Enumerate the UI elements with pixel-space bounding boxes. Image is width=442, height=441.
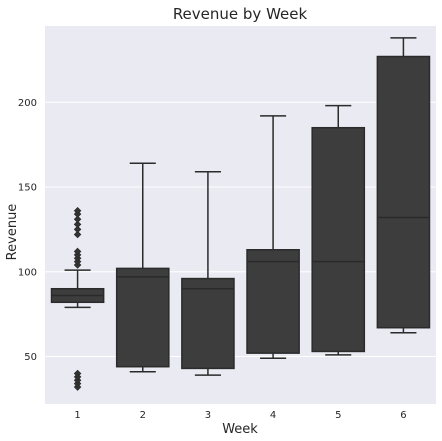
outlier-point <box>73 247 82 256</box>
chart-title: Revenue by Week <box>173 5 308 23</box>
x-tick-label: 1 <box>74 410 80 421</box>
outlier-point <box>73 230 82 239</box>
y-tick-label: 50 <box>24 352 37 363</box>
y-axis-label: Revenue <box>5 204 20 261</box>
boxes <box>50 37 431 391</box>
x-tick-labels: 1 2 3 4 5 6 <box>74 410 406 421</box>
box <box>376 55 431 329</box>
x-tick-label: 2 <box>140 410 146 421</box>
box <box>246 248 300 354</box>
x-tick-label: 5 <box>335 410 341 421</box>
box <box>115 267 170 368</box>
gridlines <box>45 101 436 358</box>
outlier-point <box>73 220 82 229</box>
box <box>311 126 366 353</box>
outlier-point <box>73 369 82 378</box>
y-tick-label: 150 <box>18 183 37 194</box>
x-axis-label: Week <box>222 422 258 437</box>
plot-area <box>45 26 436 404</box>
box <box>181 277 235 370</box>
x-tick-label: 6 <box>400 410 406 421</box>
outlier-point <box>73 225 82 234</box>
outlier-point <box>73 215 82 224</box>
y-tick-label: 200 <box>18 98 37 109</box>
y-tick-labels: 50 100 150 200 <box>18 98 37 363</box>
outlier-point <box>73 206 82 215</box>
y-tick-label: 100 <box>18 267 37 278</box>
x-tick-label: 4 <box>270 410 276 421</box>
x-tick-label: 3 <box>205 410 211 421</box>
